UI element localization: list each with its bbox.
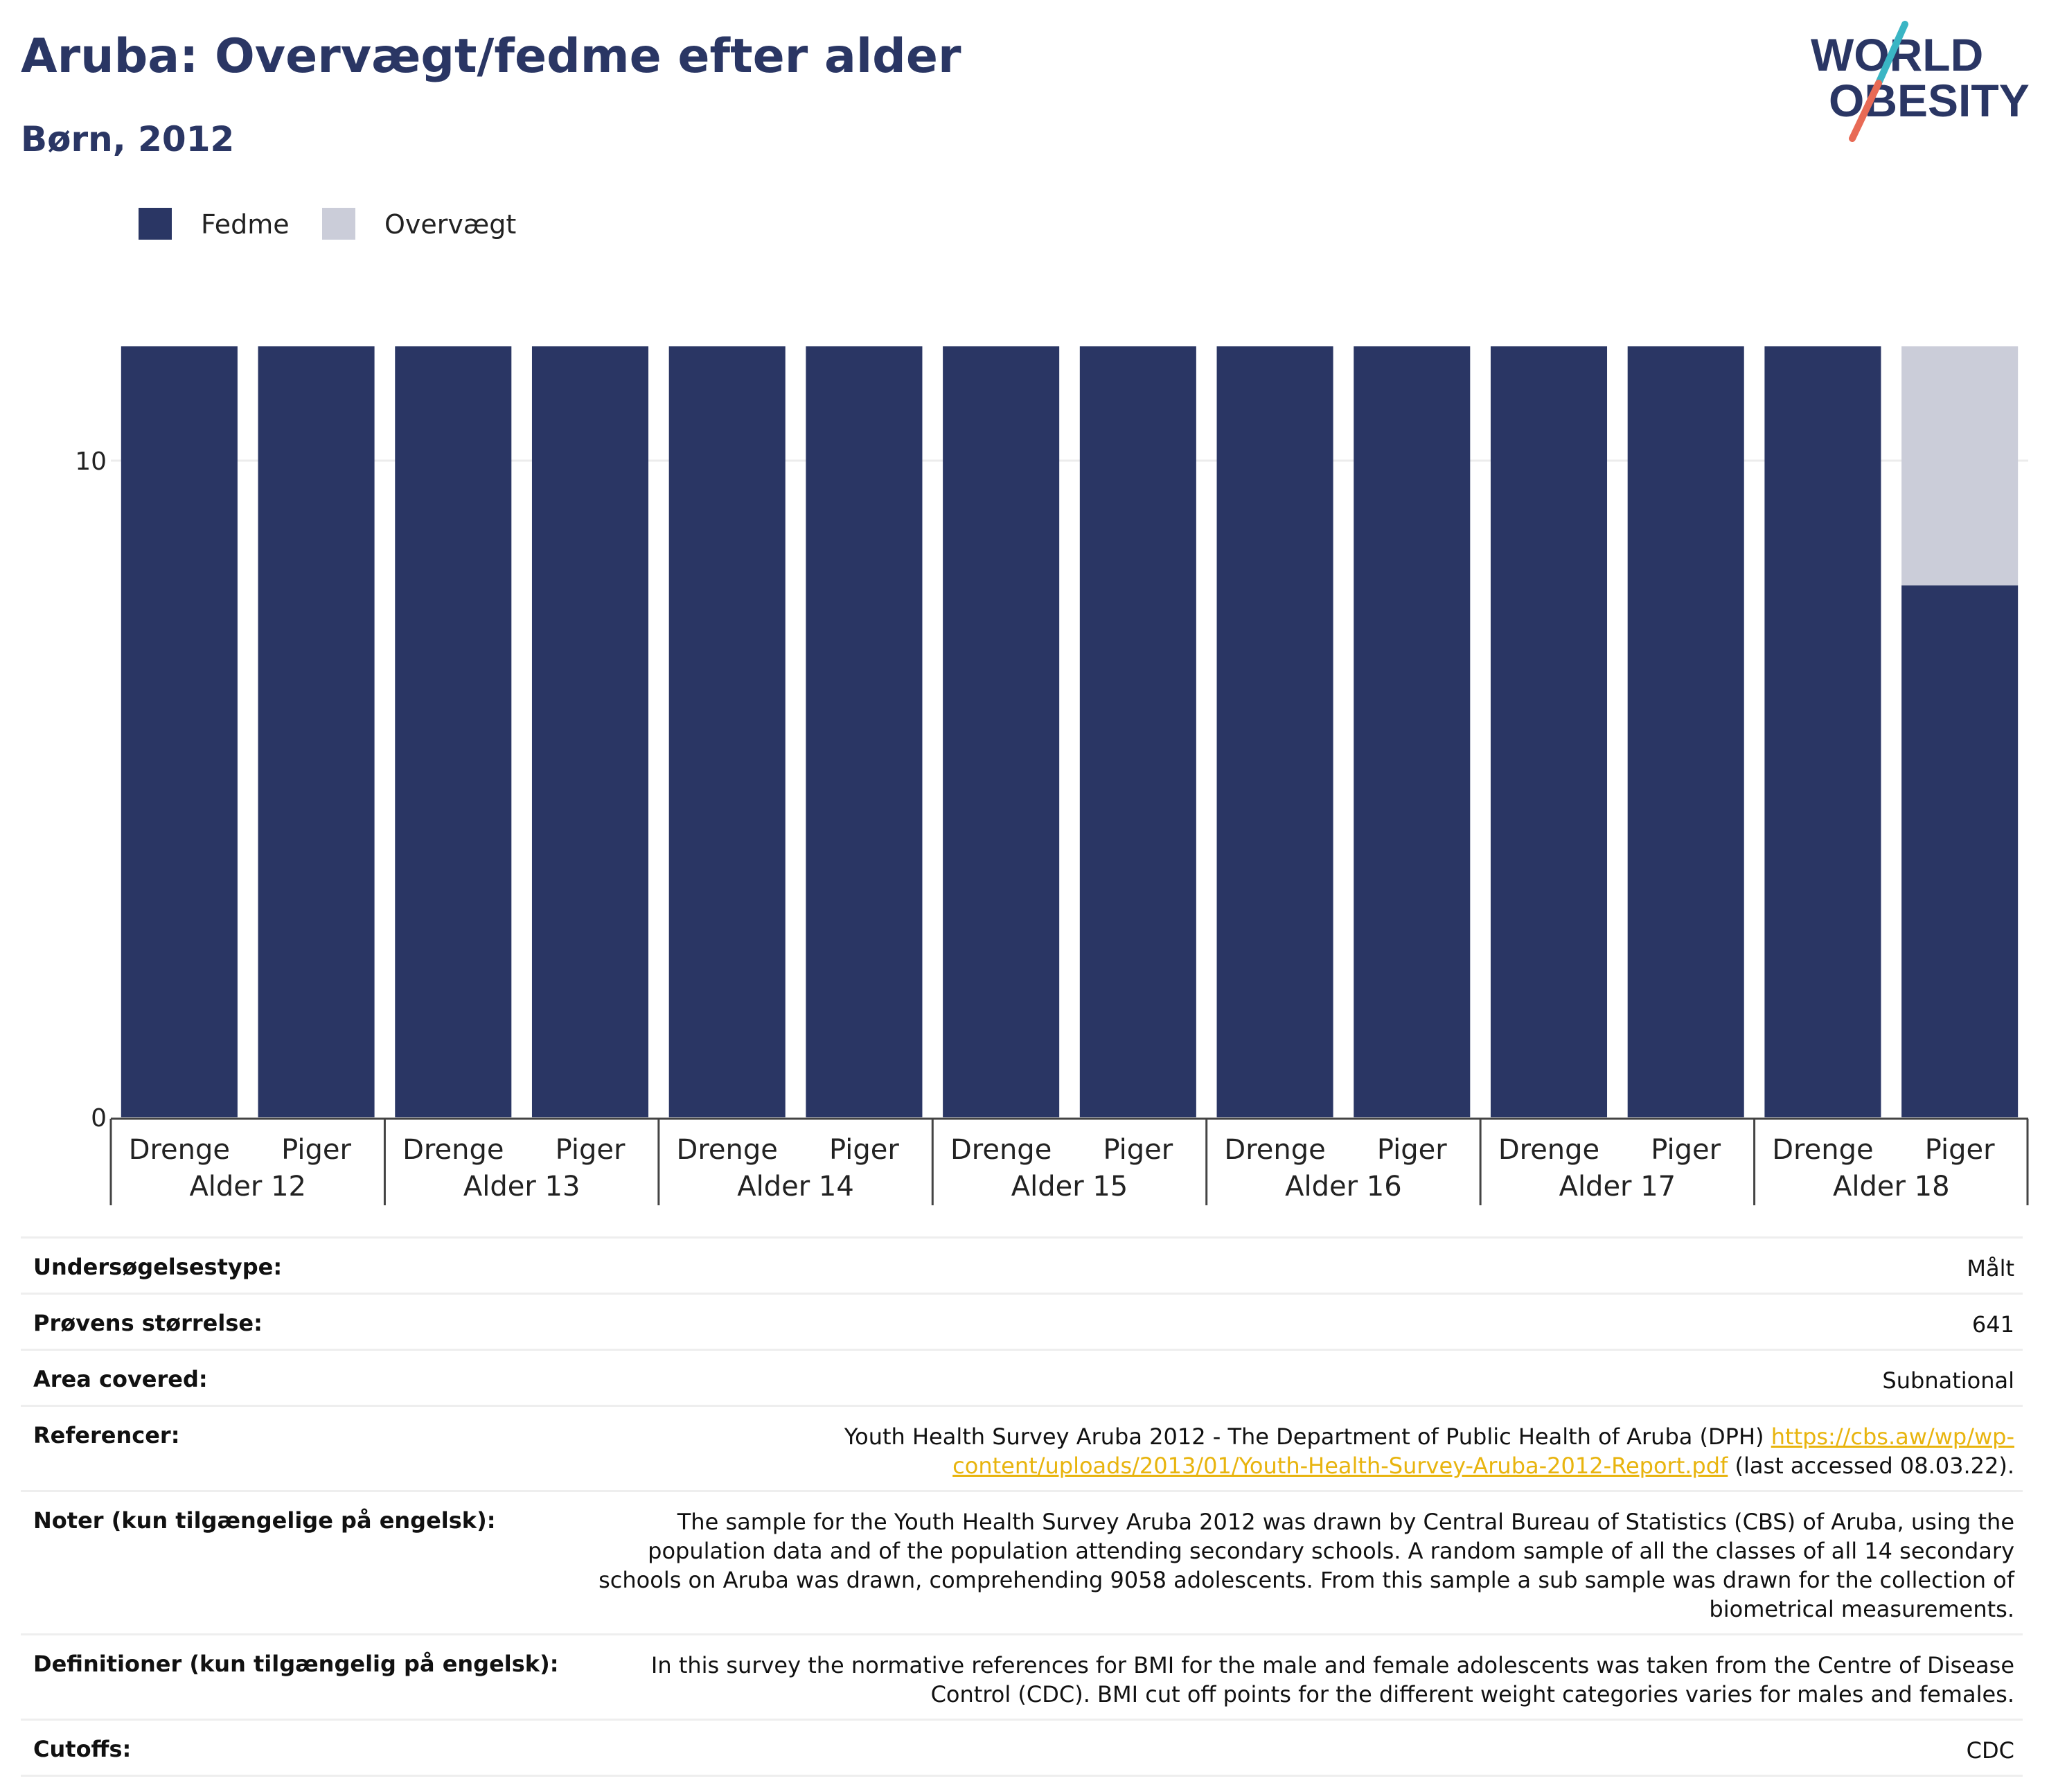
x-tick-label-sex: Drenge <box>402 1134 504 1166</box>
x-tick-label-sex: Piger <box>1377 1134 1447 1166</box>
meta-value: CDC <box>1966 1737 2014 1764</box>
x-tick-label-sex: Drenge <box>677 1134 778 1166</box>
meta-row-sample-size: Prøvens størrelse: 641 <box>21 1293 2023 1349</box>
bar-fedme <box>806 346 923 1117</box>
legend-swatch-overvaegt <box>322 208 355 240</box>
meta-label: Area covered: <box>33 1366 208 1392</box>
bar-fedme <box>943 346 1060 1117</box>
reference-accessed: (last accessed 08.03.22). <box>1728 1453 2014 1479</box>
bar-fedme <box>258 346 375 1117</box>
x-tick-label-sex: Piger <box>1925 1134 1995 1166</box>
meta-label: Cutoffs: <box>33 1736 132 1762</box>
x-tick-label-sex: Drenge <box>1224 1134 1325 1166</box>
bar-fedme <box>395 346 512 1117</box>
bar-fedme <box>121 346 238 1117</box>
meta-row-cutoffs: Cutoffs: CDC <box>21 1719 2023 1777</box>
x-tick-label-sex: Drenge <box>950 1134 1052 1166</box>
stacked-bar-chart: 01020304050%DrengePigerDrengePigerDrenge… <box>75 346 2029 1205</box>
reference-link[interactable]: https://cbs.aw/wp/wp-content/uploads/201… <box>952 1423 2014 1479</box>
meta-row-definitions: Definitioner (kun tilgængelig på engelsk… <box>21 1633 2023 1719</box>
x-tick-label-sex: Drenge <box>1772 1134 1873 1166</box>
bar-fedme <box>1079 346 1196 1118</box>
y-tick-label: 0 <box>91 1104 107 1133</box>
bar-fedme <box>531 346 649 1117</box>
x-group-label: Alder 16 <box>1285 1171 1402 1203</box>
meta-value: Subnational <box>1882 1367 2014 1394</box>
x-tick-label-sex: Piger <box>281 1134 351 1166</box>
bar-fedme <box>1354 346 1471 1117</box>
x-tick-label-sex: Piger <box>829 1134 899 1166</box>
meta-value: Youth Health Survey Aruba 2012 - The Dep… <box>594 1422 2014 1480</box>
bar-fedme <box>1216 346 1333 1117</box>
bar-fedme <box>1490 346 1608 1117</box>
bar-fedme <box>1627 346 1744 1117</box>
x-group-label: Alder 13 <box>463 1171 580 1203</box>
legend-label-overvaegt: Overvægt <box>384 209 517 240</box>
x-group-label: Alder 12 <box>189 1171 306 1203</box>
page-title: Aruba: Overvægt/fedme efter alder <box>21 29 961 84</box>
meta-label: Undersøgelsestype: <box>33 1254 283 1280</box>
meta-row-area-covered: Area covered: Subnational <box>21 1349 2023 1405</box>
x-group-label: Alder 15 <box>1011 1171 1128 1203</box>
page-subtitle: Børn, 2012 <box>21 119 235 159</box>
meta-label: Definitioner (kun tilgængelig på engelsk… <box>33 1651 559 1677</box>
meta-label: Noter (kun tilgængelige på engelsk): <box>33 1507 496 1534</box>
y-tick-label: 10 <box>75 447 107 476</box>
bar-fedme <box>1764 346 1881 1117</box>
x-tick-label-sex: Piger <box>1103 1134 1173 1166</box>
legend-label-fedme: Fedme <box>201 209 290 240</box>
meta-row-survey-type: Undersøgelsestype: Målt <box>21 1236 2023 1293</box>
survey-metadata-table: Undersøgelsestype: Målt Prøvens størrels… <box>21 1236 2023 1777</box>
meta-row-references: Referencer: Youth Health Survey Aruba 20… <box>21 1405 2023 1490</box>
meta-value: Målt <box>1967 1255 2014 1281</box>
bar-overvaegt <box>1901 346 2019 586</box>
legend-swatch-fedme <box>139 208 172 240</box>
meta-value: 641 <box>1971 1311 2014 1338</box>
x-group-label: Alder 18 <box>1833 1171 1950 1203</box>
world-obesity-logo: WORLD OBESITY <box>1811 21 2030 142</box>
x-group-label: Alder 17 <box>1559 1171 1676 1203</box>
meta-label: Prøvens størrelse: <box>33 1310 263 1336</box>
reference-text: Youth Health Survey Aruba 2012 - The Dep… <box>844 1423 1771 1450</box>
meta-row-notes: Noter (kun tilgængelige på engelsk): The… <box>21 1490 2023 1633</box>
bar-fedme <box>668 346 786 1117</box>
meta-value: The sample for the Youth Health Survey A… <box>598 1509 2014 1622</box>
x-tick-label-sex: Piger <box>1651 1134 1721 1166</box>
x-tick-label-sex: Piger <box>556 1134 626 1166</box>
meta-label: Referencer: <box>33 1422 180 1448</box>
x-tick-label-sex: Drenge <box>129 1134 230 1166</box>
meta-value: In this survey the normative references … <box>650 1652 2014 1707</box>
bar-fedme <box>1901 585 2019 1117</box>
x-group-label: Alder 14 <box>737 1171 854 1203</box>
x-tick-label-sex: Drenge <box>1498 1134 1599 1166</box>
